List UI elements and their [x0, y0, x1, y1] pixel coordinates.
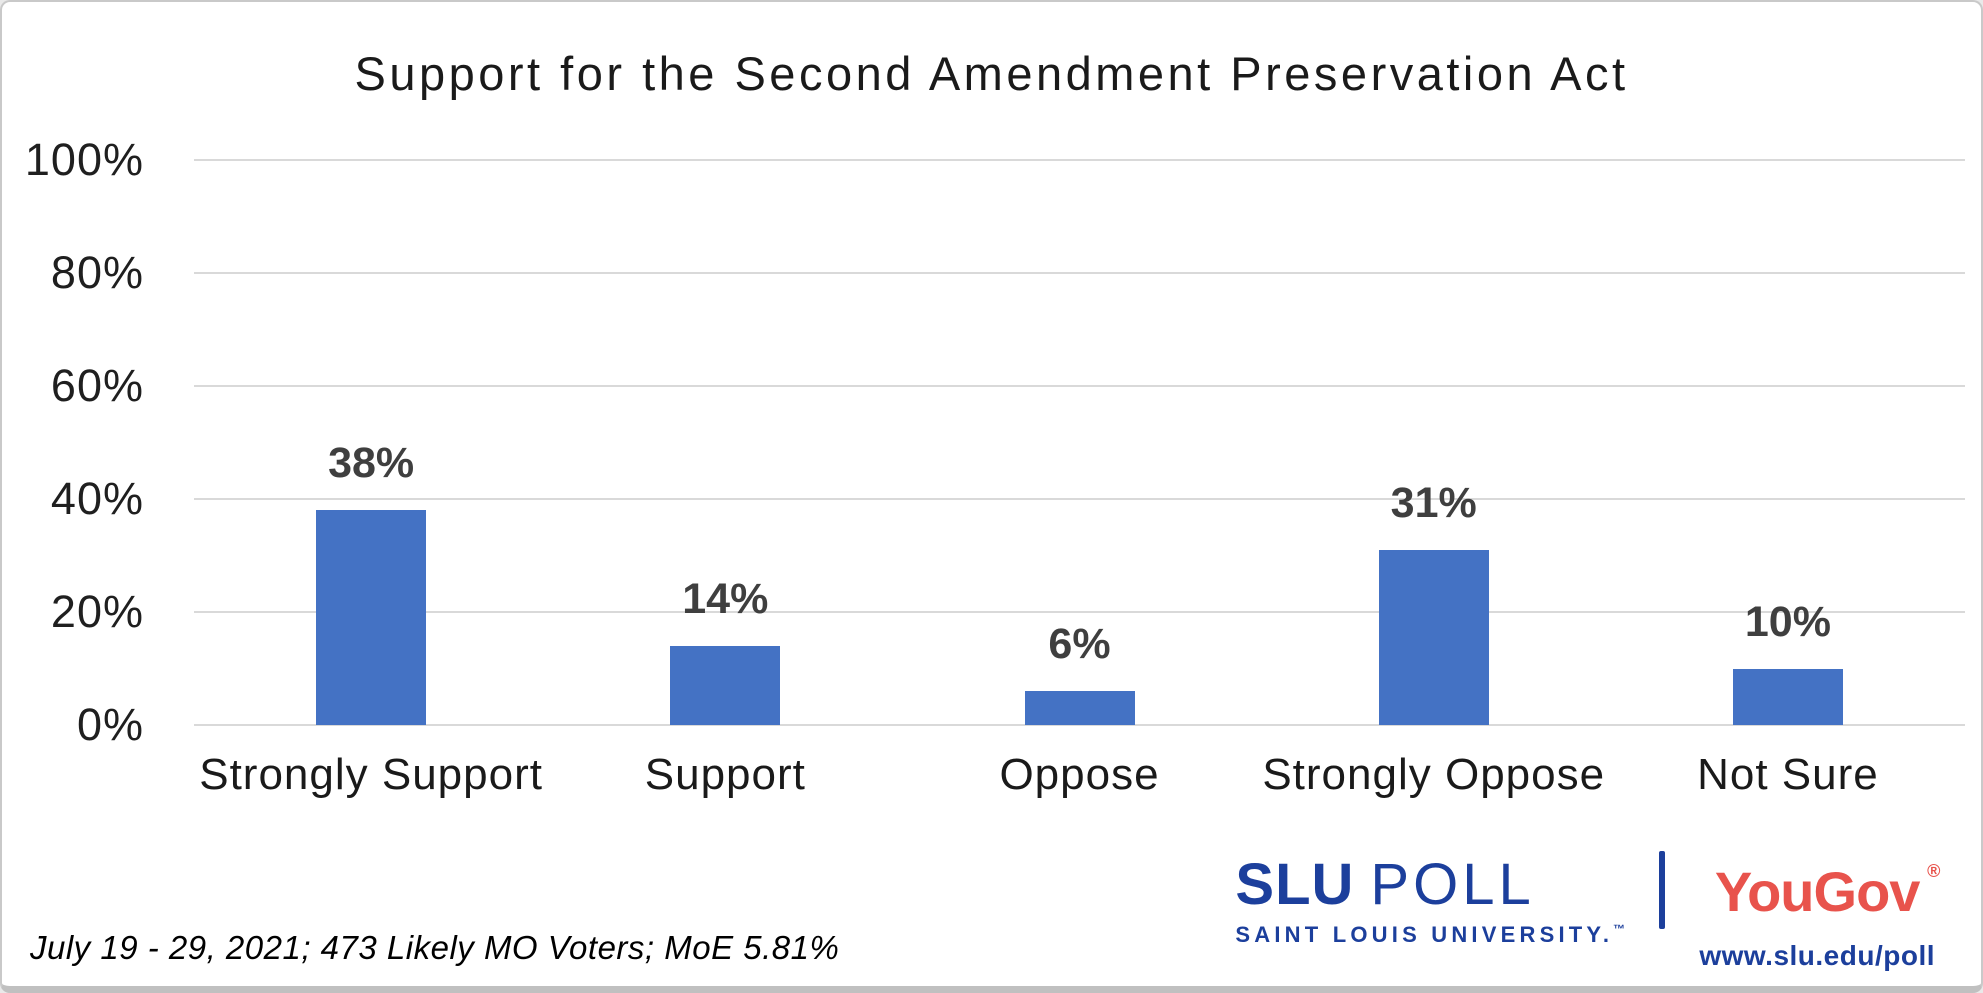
category-label-oppose: Oppose [999, 750, 1160, 799]
registered-symbol: ® [1927, 861, 1940, 881]
category-label-support: Support [644, 750, 806, 799]
category-label-not-sure: Not Sure [1697, 750, 1879, 799]
bar-column-support: 14% [548, 160, 902, 725]
bar-strongly-oppose [1378, 549, 1489, 725]
bar-oppose [1024, 691, 1135, 725]
gridline-80 [194, 272, 1965, 274]
bar-strongly-support [316, 510, 427, 725]
plot-area: 0% 20% 40% 60% 80% 100% 38% 14% 6% 31% 10% [25, 134, 1965, 750]
gridline-60 [194, 385, 1965, 387]
ytick-label-80: 80% [50, 247, 144, 298]
ytick-label-60: 60% [50, 360, 144, 411]
gridline-0 [194, 724, 1965, 726]
bar-column-oppose: 6% [902, 160, 1256, 725]
category-label-strongly-support: Strongly Support [199, 750, 543, 799]
ytick-label-0: 0% [76, 699, 144, 750]
slu-university-subtitle: SAINT LOUIS UNIVERSITY.™ [1235, 922, 1630, 947]
slu-logo-text: SLU [1235, 852, 1355, 917]
category-label-strongly-oppose: Strongly Oppose [1262, 750, 1606, 799]
category-axis: Strongly Support Support Oppose Strongly Op… [194, 750, 1965, 800]
value-label-strongly-oppose: 31% [1390, 478, 1477, 527]
value-label-strongly-support: 38% [328, 439, 415, 488]
trademark-symbol: ™ [1613, 922, 1630, 936]
yougov-logo: YouGov ® www.slu.edu/poll [1699, 849, 1941, 972]
logo-divider [1659, 851, 1666, 929]
slu-poll-wordmark: SLU POLL [1235, 851, 1534, 918]
bars-layer: 38% 14% 6% 31% 10% [194, 160, 1965, 725]
survey-footnote: July 19 - 29, 2021; 473 Likely MO Voters… [30, 929, 840, 966]
poll-logo-text: POLL [1370, 852, 1535, 917]
bar-column-strongly-oppose: 31% [1257, 160, 1611, 725]
bar-column-strongly-support: 38% [194, 160, 548, 725]
gridline-20 [194, 611, 1965, 613]
bar-support [670, 645, 781, 725]
ytick-label-40: 40% [50, 473, 144, 524]
bar-column-not-sure: 10% [1611, 160, 1965, 725]
gridline-100 [194, 159, 1965, 161]
chart-title: Support for the Second Amendment Preserv… [354, 47, 1629, 100]
value-label-oppose: 6% [1048, 620, 1111, 669]
ytick-label-100: 100% [24, 134, 144, 185]
value-label-support: 14% [682, 574, 769, 623]
slu-poll-url: www.slu.edu/poll [1699, 940, 1935, 971]
bar-not-sure [1732, 668, 1843, 725]
gridline-40 [194, 498, 1965, 500]
ytick-label-20: 20% [50, 586, 144, 637]
branding-block: SLU POLL SAINT LOUIS UNIVERSITY.™ YouGov… [1235, 849, 1941, 972]
yougov-wordmark: YouGov ® [1714, 860, 1941, 923]
value-label-not-sure: 10% [1744, 597, 1831, 646]
slu-poll-logo: SLU POLL SAINT LOUIS UNIVERSITY.™ [1235, 849, 1629, 948]
